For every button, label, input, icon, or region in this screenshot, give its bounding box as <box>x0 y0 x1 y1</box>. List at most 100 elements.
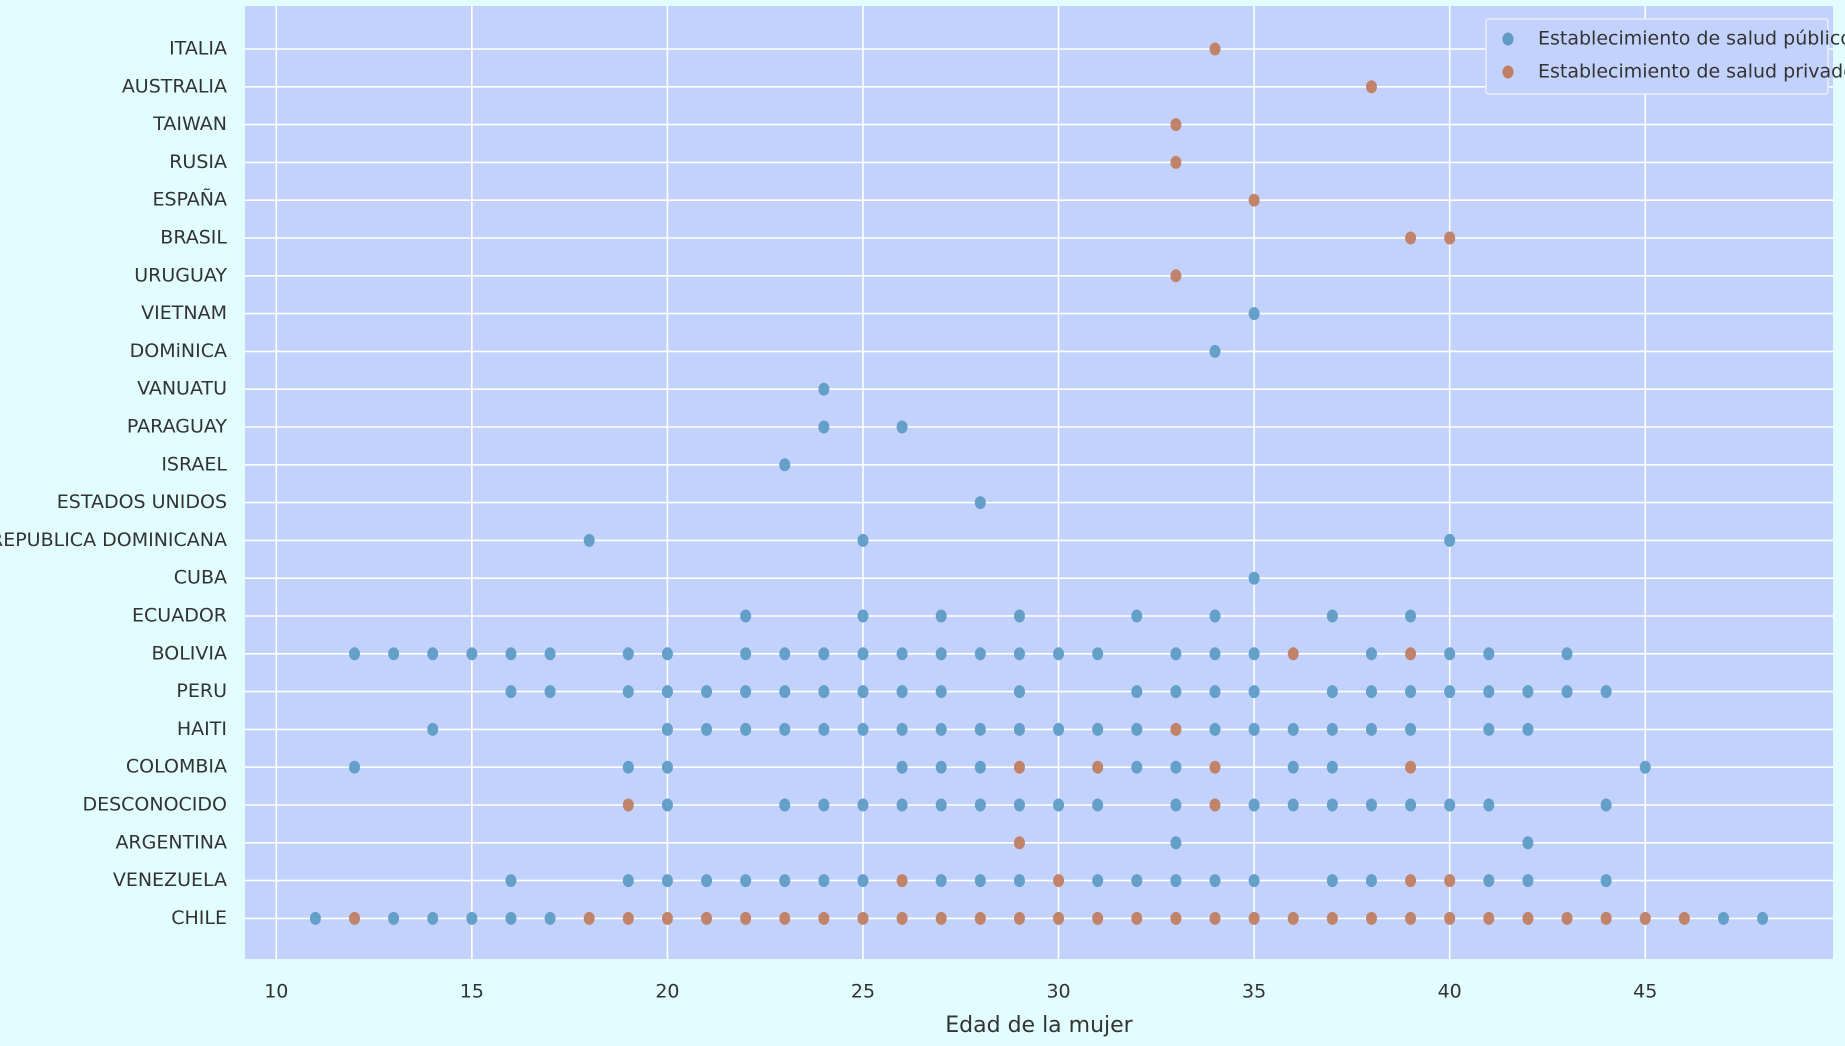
point <box>1444 874 1456 888</box>
y-tick-label: ECUADOR <box>132 605 227 627</box>
point <box>1170 836 1182 850</box>
point <box>857 647 869 661</box>
point <box>818 647 830 661</box>
point <box>935 760 947 774</box>
point <box>622 798 634 812</box>
y-tick-label: ISRAEL <box>161 453 227 475</box>
point <box>857 874 869 888</box>
point <box>1131 874 1143 888</box>
point <box>1600 798 1612 812</box>
point <box>1326 760 1338 774</box>
point <box>1248 571 1260 585</box>
point <box>388 647 400 661</box>
point <box>1248 722 1260 736</box>
x-tick-label: 20 <box>655 981 679 1003</box>
y-tick-label: ESTADOS UNIDOS <box>57 491 227 513</box>
point <box>1053 874 1065 888</box>
point <box>1365 798 1377 812</box>
point <box>779 458 791 472</box>
y-tick-label: AUSTRALIA <box>122 75 227 97</box>
point <box>1131 911 1143 925</box>
point <box>896 685 908 699</box>
point <box>1678 911 1690 925</box>
point <box>779 874 791 888</box>
point <box>974 722 986 736</box>
point <box>505 911 517 925</box>
point <box>896 798 908 812</box>
point <box>935 685 947 699</box>
point <box>1365 911 1377 925</box>
point <box>544 685 556 699</box>
point <box>740 647 752 661</box>
point <box>1092 760 1104 774</box>
point <box>896 874 908 888</box>
point <box>974 496 986 510</box>
point <box>1092 647 1104 661</box>
point <box>1013 609 1025 623</box>
point <box>740 911 752 925</box>
point <box>505 685 517 699</box>
point <box>1326 685 1338 699</box>
point <box>896 722 908 736</box>
point <box>896 647 908 661</box>
y-tick-label: BOLIVIA <box>152 642 227 664</box>
point <box>896 760 908 774</box>
point <box>935 874 947 888</box>
point <box>779 911 791 925</box>
point <box>661 798 673 812</box>
point <box>1444 533 1456 547</box>
point <box>857 609 869 623</box>
point <box>818 382 830 396</box>
point <box>1405 609 1417 623</box>
point <box>935 911 947 925</box>
legend-marker <box>1502 32 1514 46</box>
point <box>1013 836 1025 850</box>
point <box>1326 798 1338 812</box>
point <box>779 722 791 736</box>
point <box>935 722 947 736</box>
y-tick-label: REPUBLICA DOMINICANA <box>0 529 227 551</box>
point <box>661 760 673 774</box>
point <box>1131 685 1143 699</box>
x-tick-label: 45 <box>1633 981 1657 1003</box>
point <box>818 798 830 812</box>
point <box>1405 685 1417 699</box>
point <box>1365 685 1377 699</box>
point <box>974 760 986 774</box>
point <box>1600 911 1612 925</box>
x-tick-label: 25 <box>851 981 875 1003</box>
point <box>1248 798 1260 812</box>
point <box>896 911 908 925</box>
point <box>896 420 908 434</box>
point <box>1405 760 1417 774</box>
point <box>1405 798 1417 812</box>
point <box>779 685 791 699</box>
point <box>505 647 517 661</box>
point <box>1053 911 1065 925</box>
point <box>1248 911 1260 925</box>
y-tick-label: ITALIA <box>169 38 227 60</box>
point <box>818 685 830 699</box>
point <box>1248 685 1260 699</box>
point <box>1209 42 1221 56</box>
point <box>1444 685 1456 699</box>
point <box>622 874 634 888</box>
point <box>1483 647 1495 661</box>
y-tick-label: COLOMBIA <box>126 756 227 778</box>
y-tick-label: HAITI <box>177 718 227 740</box>
point <box>1248 647 1260 661</box>
point <box>857 722 869 736</box>
point <box>1365 722 1377 736</box>
point <box>1444 647 1456 661</box>
point <box>818 722 830 736</box>
point <box>1013 685 1025 699</box>
point <box>1405 231 1417 245</box>
point <box>1326 722 1338 736</box>
point <box>1170 798 1182 812</box>
point <box>583 911 595 925</box>
point <box>1522 836 1534 850</box>
point <box>701 874 713 888</box>
x-tick-label: 10 <box>264 981 288 1003</box>
point <box>1561 647 1573 661</box>
